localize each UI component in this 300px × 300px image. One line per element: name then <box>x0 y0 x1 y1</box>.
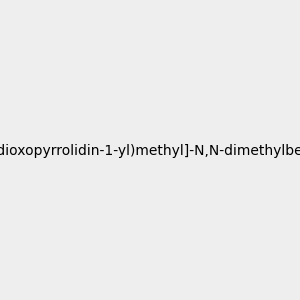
Text: 4-[(2,5-dioxopyrrolidin-1-yl)methyl]-N,N-dimethylbenzamide: 4-[(2,5-dioxopyrrolidin-1-yl)methyl]-N,N… <box>0 145 300 158</box>
